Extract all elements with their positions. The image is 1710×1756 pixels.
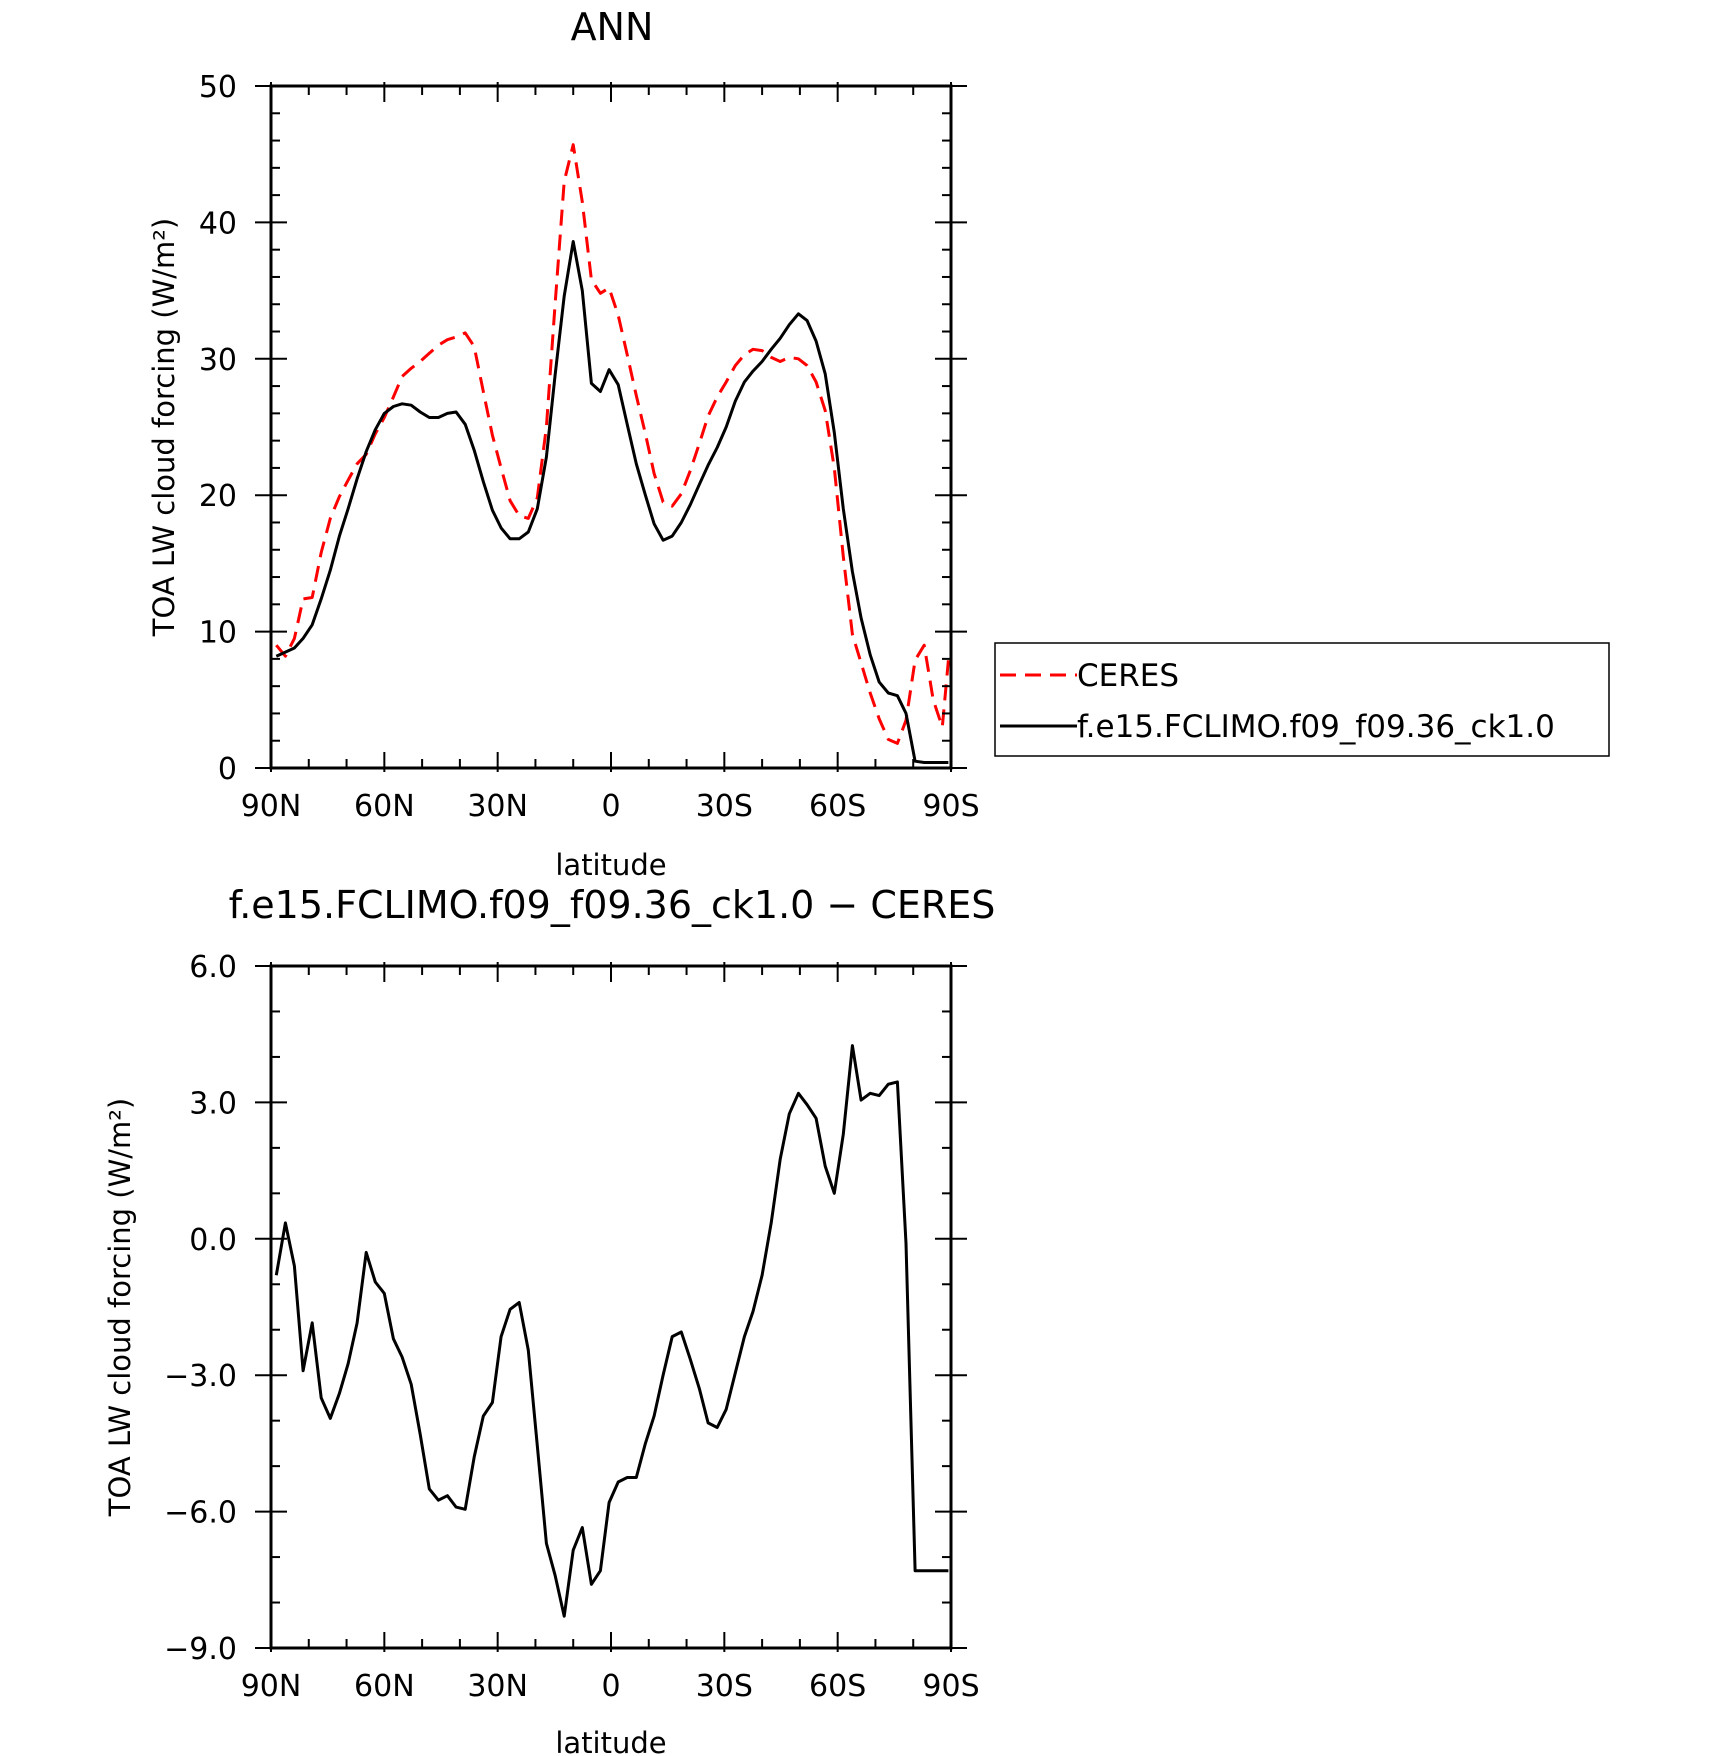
y-tick-label: 30: [199, 343, 237, 378]
x-tick-label: 30S: [696, 1669, 753, 1704]
x-tick-label: 0: [601, 1669, 620, 1704]
y-tick-label: 0: [218, 752, 237, 787]
y-tick-label: −9.0: [164, 1632, 237, 1667]
x-tick-label: 90N: [241, 1669, 302, 1704]
y-axis-label: TOA LW cloud forcing (W/m²): [147, 218, 181, 637]
panel-annual-mean: ANN 90N 60N 30N 0 30S 60S 90S 0 10 20 30 40 50 TOA L…: [147, 5, 1610, 882]
y-tick-label: −3.0: [164, 1359, 237, 1394]
y-tick-label: 40: [199, 206, 237, 241]
x-tick-label: 60S: [809, 789, 866, 824]
legend-label-ceres: CERES: [1077, 658, 1179, 694]
x-tick-label: 60N: [354, 789, 415, 824]
y-tick-label: −6.0: [164, 1496, 237, 1531]
x-tick-label: 30N: [467, 1669, 528, 1704]
x-axis-label: latitude: [555, 1726, 666, 1756]
panel-title: f.e15.FCLIMO.f09_f09.36_ck1.0 − CERES: [229, 883, 996, 927]
x-tick-label: 90S: [922, 789, 979, 824]
y-tick-label: 20: [199, 479, 237, 514]
panel-title: ANN: [571, 5, 654, 49]
x-tick-label: 90N: [241, 789, 302, 824]
legend-box: [994, 642, 1610, 757]
y-tick-label: 0.0: [189, 1223, 237, 1258]
legend: CERES f.e15.FCLIMO.f09_f09.36_ck1.0: [994, 642, 1610, 757]
panel-difference: f.e15.FCLIMO.f09_f09.36_ck1.0 − CERES 90…: [103, 883, 995, 1756]
y-axis-label: TOA LW cloud forcing (W/m²): [103, 1098, 137, 1517]
x-tick-label: 0: [601, 789, 620, 824]
x-tick-label: 60N: [354, 1669, 415, 1704]
x-axis-label: latitude: [555, 848, 666, 882]
y-tick-label: 6.0: [189, 950, 237, 985]
legend-label-model: f.e15.FCLIMO.f09_f09.36_ck1.0: [1077, 709, 1555, 745]
series-line-ceres: [275, 143, 950, 745]
x-tick-label: 30S: [696, 789, 753, 824]
axes-ticks: 90N 60N 30N 0 30S 60S 90S 0 10 20 30 40 50: [199, 70, 980, 824]
y-tick-label: 10: [199, 616, 237, 651]
plot-marks: [274, 1044, 949, 1618]
x-tick-label: 90S: [922, 1669, 979, 1704]
x-tick-label: 30N: [467, 789, 528, 824]
plot-marks: [275, 143, 950, 764]
plot-frame: [269, 84, 953, 770]
y-tick-label: 50: [199, 70, 237, 105]
y-tick-label: 3.0: [189, 1086, 237, 1121]
axes-ticks: 90N 60N 30N 0 30S 60S 90S −9.0 −6.0 −3.0 0.0 3.0 6.0: [164, 950, 979, 1704]
series-line-f-e15-fclimo-f09-f09-36-ck1-0: [275, 240, 949, 764]
series-line-difference: [274, 1044, 949, 1618]
x-tick-label: 60S: [809, 1669, 866, 1704]
